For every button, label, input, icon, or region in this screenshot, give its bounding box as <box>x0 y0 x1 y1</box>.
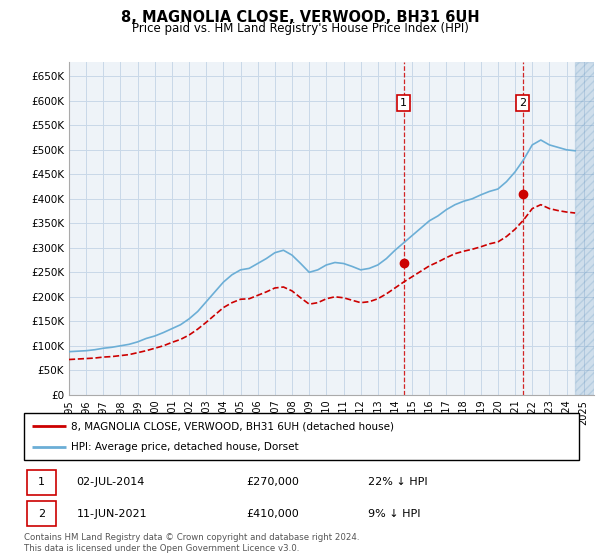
Text: £270,000: £270,000 <box>246 477 299 487</box>
Text: HPI: Average price, detached house, Dorset: HPI: Average price, detached house, Dors… <box>71 442 299 452</box>
Bar <box>575 62 594 395</box>
FancyBboxPatch shape <box>24 413 579 460</box>
Text: 2: 2 <box>519 98 526 108</box>
Text: Contains HM Land Registry data © Crown copyright and database right 2024.
This d: Contains HM Land Registry data © Crown c… <box>24 533 359 553</box>
FancyBboxPatch shape <box>27 470 56 495</box>
Text: 8, MAGNOLIA CLOSE, VERWOOD, BH31 6UH: 8, MAGNOLIA CLOSE, VERWOOD, BH31 6UH <box>121 10 479 25</box>
Text: 2: 2 <box>38 508 45 519</box>
Text: 8, MAGNOLIA CLOSE, VERWOOD, BH31 6UH (detached house): 8, MAGNOLIA CLOSE, VERWOOD, BH31 6UH (de… <box>71 421 394 431</box>
Text: 9% ↓ HPI: 9% ↓ HPI <box>368 508 421 519</box>
Text: 22% ↓ HPI: 22% ↓ HPI <box>368 477 428 487</box>
FancyBboxPatch shape <box>27 501 56 526</box>
Text: £410,000: £410,000 <box>246 508 299 519</box>
Text: Price paid vs. HM Land Registry's House Price Index (HPI): Price paid vs. HM Land Registry's House … <box>131 22 469 35</box>
Text: 1: 1 <box>400 98 407 108</box>
Text: 1: 1 <box>38 477 45 487</box>
Text: 02-JUL-2014: 02-JUL-2014 <box>77 477 145 487</box>
Text: 11-JUN-2021: 11-JUN-2021 <box>77 508 148 519</box>
